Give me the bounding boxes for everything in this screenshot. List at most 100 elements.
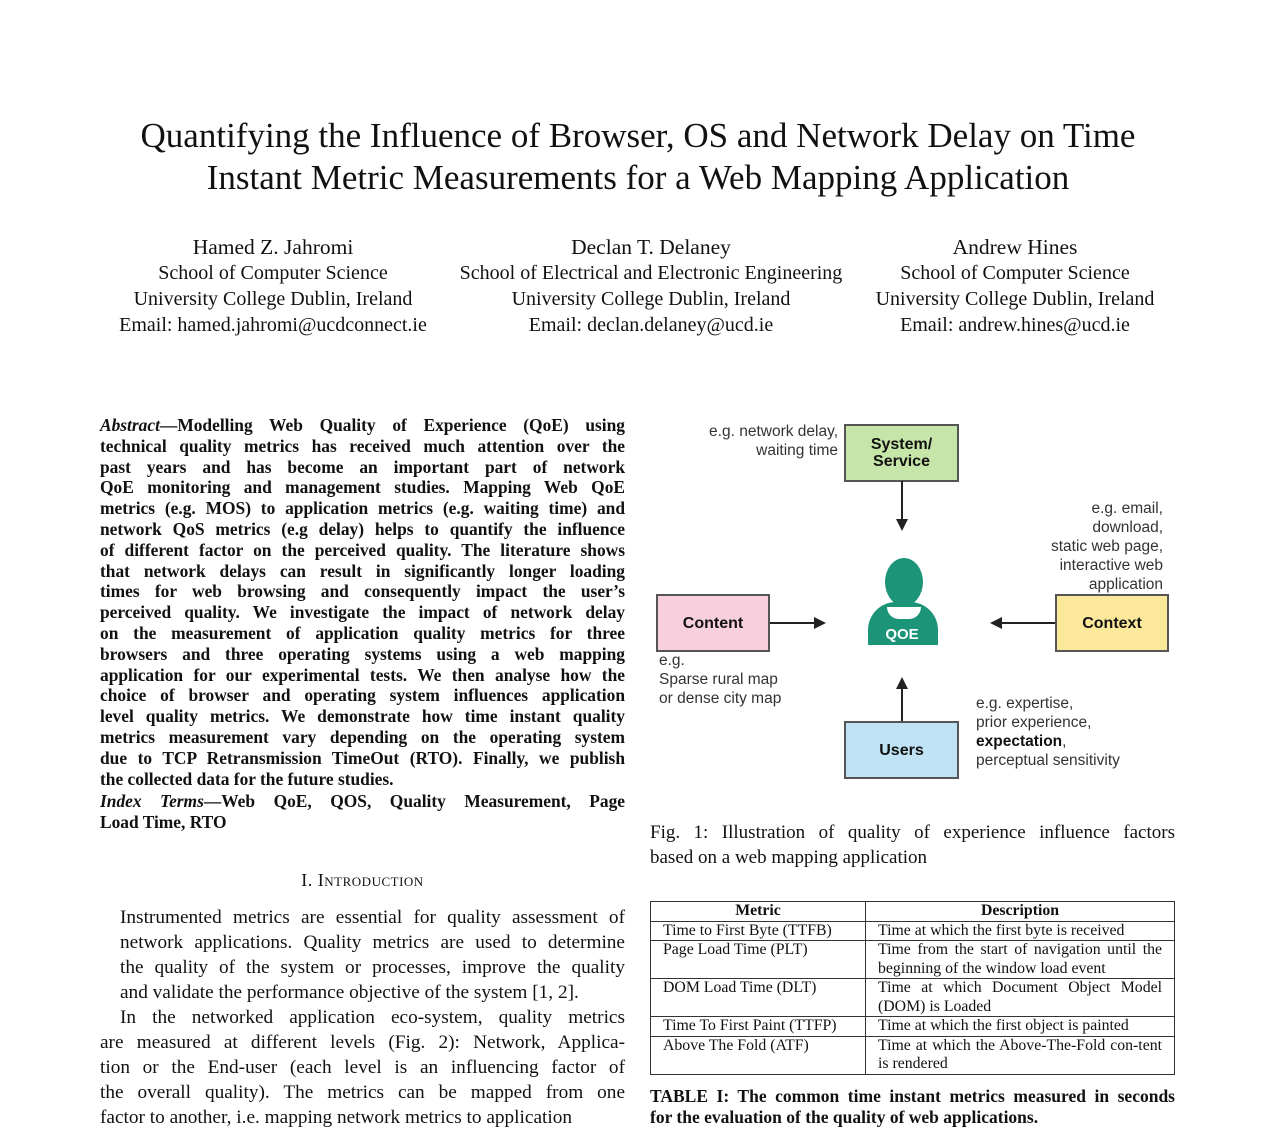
metric-cell: Page Load Time (PLT) [650,940,866,979]
arrow-down [901,481,903,525]
note-line: interactive web [1059,557,1163,574]
text-line: Instrumented metrics are essential for q… [100,905,625,930]
text-line: network QoS metrics (e.g delay) helps to… [100,519,625,540]
text-line: that network delays can result in signif… [100,561,625,582]
note-line: e.g. [659,652,685,669]
box-label: Users [879,741,924,759]
author-email: Email: andrew.hines@ucd.ie [900,314,1130,336]
line-text: the quality of the system or processes, … [120,956,625,978]
author-3: Andrew Hines School of Computer Science … [825,234,1205,338]
text-line: browsers and three operating systems usi… [100,644,625,665]
description-cell: Time at which the first object is painte… [865,1016,1175,1037]
note-bold: expectation [976,733,1063,750]
line-text: factor to another, i.e. mapping network … [100,1106,573,1128]
users-box: Users [844,721,959,779]
text-line: the quality of the system or processes, … [100,955,625,980]
note-line: e.g. network delay, [709,423,838,440]
author-name: Declan T. Delaney [571,235,731,259]
paper-title: Quantifying the Influence of Browser, OS… [0,115,1276,199]
text-line: past years and has become an important p… [100,457,625,478]
column-header: Metric [650,901,866,922]
arrow-up [901,687,903,722]
label: Index Terms [100,791,204,812]
content-box: Content [656,594,770,652]
column-header: Description [865,901,1175,922]
line-text: the collected data for the future studie… [100,768,394,789]
neck [887,607,921,619]
text-line: factor to another, i.e. mapping network … [100,1105,625,1130]
caption-line: TABLE I: The common time instant metrics… [650,1086,1175,1106]
table-row: Above The Fold (ATF) Time at which the Ab… [650,1035,1175,1075]
line-text: perceived quality. We investigate the im… [100,602,625,623]
note-line: Sparse rural map [659,671,778,688]
metric-cell: Time to First Byte (TTFB) [650,920,866,941]
description-cell: Time at which Document Object Model (DOM… [865,978,1175,1017]
text-line: metrics measurement vary depending on th… [100,727,625,748]
author-1: Hamed Z. Jahromi School of Computer Scie… [83,234,463,338]
note-line: application [1088,576,1163,593]
line-text: times for web browsing and consequently … [100,581,625,602]
section-number: I. [301,869,313,890]
description-cell: Time at which the Above-The-Fold con-ten… [865,1035,1175,1075]
description-cell: Time at which the first byte is received [865,920,1175,941]
line-text: of different factor on the perceived qua… [100,539,625,560]
context-box: Context [1055,594,1169,652]
line-text: that network delays can result in signif… [100,560,625,581]
arrowhead-icon [814,617,826,629]
users-note: e.g. expertise, prior experience, expect… [976,695,1120,769]
arrow-right [770,622,822,624]
arrowhead-icon [896,519,908,531]
text-line: perceived quality. We investigate the im… [100,602,625,623]
text-line: metrics (e.g. MOS) to application metric… [100,498,625,519]
figure-1: e.g. network delay, waiting time System/… [650,415,1180,795]
system-note: e.g. network delay, waiting time [709,422,838,460]
line-text: and validate the performance objective o… [120,981,579,1003]
caption-line: Fig. 1: Illustration of quality of exper… [650,822,1175,843]
note-line: waiting time [756,442,838,459]
qoe-label: QOE [885,626,919,643]
table-row: Time to First Byte (TTFB) Time at which t… [650,920,1175,941]
text-line: choice of browser and operating system i… [100,685,625,706]
context-note: e.g. email, download, static web page, i… [1051,499,1163,594]
author-univ: University College Dublin, Ireland [133,288,413,310]
text-line: are measured at different levels (Fig. 2… [100,1030,625,1055]
text-line: of different factor on the perceived qua… [100,540,625,561]
figure-caption: Fig. 1: Illustration of quality of exper… [650,820,1175,870]
table-row: Time To First Paint (TTFP) Time at which … [650,1016,1175,1037]
qoe-user-icon: QOE [866,558,938,645]
text-line: Load Time, RTO [100,812,625,833]
line-text: choice of browser and operating system i… [100,685,625,706]
line-text: browsers and three operating systems usi… [100,643,625,664]
line-text: due to TCP Retransmission TimeOut (RTO).… [100,747,625,768]
line-text: metrics measurement vary depending on th… [100,726,625,747]
line-text: the overall quality). The metrics can be… [100,1081,625,1103]
text-line: level quality metrics. We demonstrate ho… [100,706,625,727]
box-label: Context [1082,614,1142,632]
head [885,558,923,606]
author-email: Email: declan.delaney@ucd.ie [528,314,774,336]
author-dept: School of Computer Science [158,262,388,284]
metric-cell: Time To First Paint (TTFP) [650,1016,866,1037]
line-text: tion or the End-user (each level is an i… [100,1056,625,1078]
text-line: network applications. Quality metrics ar… [100,930,625,955]
arrowhead-icon [896,677,908,689]
title-line: Quantifying the Influence of Browser, OS… [140,116,1136,155]
text-line: and validate the performance objective o… [100,980,625,1005]
note-line: prior experience, [976,714,1092,731]
table-row: Page Load Time (PLT) Time from the start … [650,940,1175,979]
line-text: are measured at different levels (Fig. 2… [100,1031,625,1053]
line-text: metrics (e.g. MOS) to application metric… [100,498,625,519]
text-line: tion or the End-user (each level is an i… [100,1055,625,1080]
metric-cell: DOM Load Time (DLT) [650,978,866,1017]
line-text: network QoS metrics (e.g delay) helps to… [100,518,625,539]
author-dept: School of Electrical and Electronic Engi… [459,262,843,284]
text-line: application for our experimental tests. … [100,665,625,686]
author-dept: School of Computer Science [900,262,1130,284]
metrics-table: Metric Description Time to First Byte (T… [650,901,1175,1075]
text-line: the collected data for the future studie… [100,769,625,790]
description-cell: Time from the start of navigation until … [865,940,1175,979]
text-line: the overall quality). The metrics can be… [100,1080,625,1105]
text-line: due to TCP Retransmission TimeOut (RTO).… [100,748,625,769]
author-univ: University College Dublin, Ireland [511,288,791,310]
